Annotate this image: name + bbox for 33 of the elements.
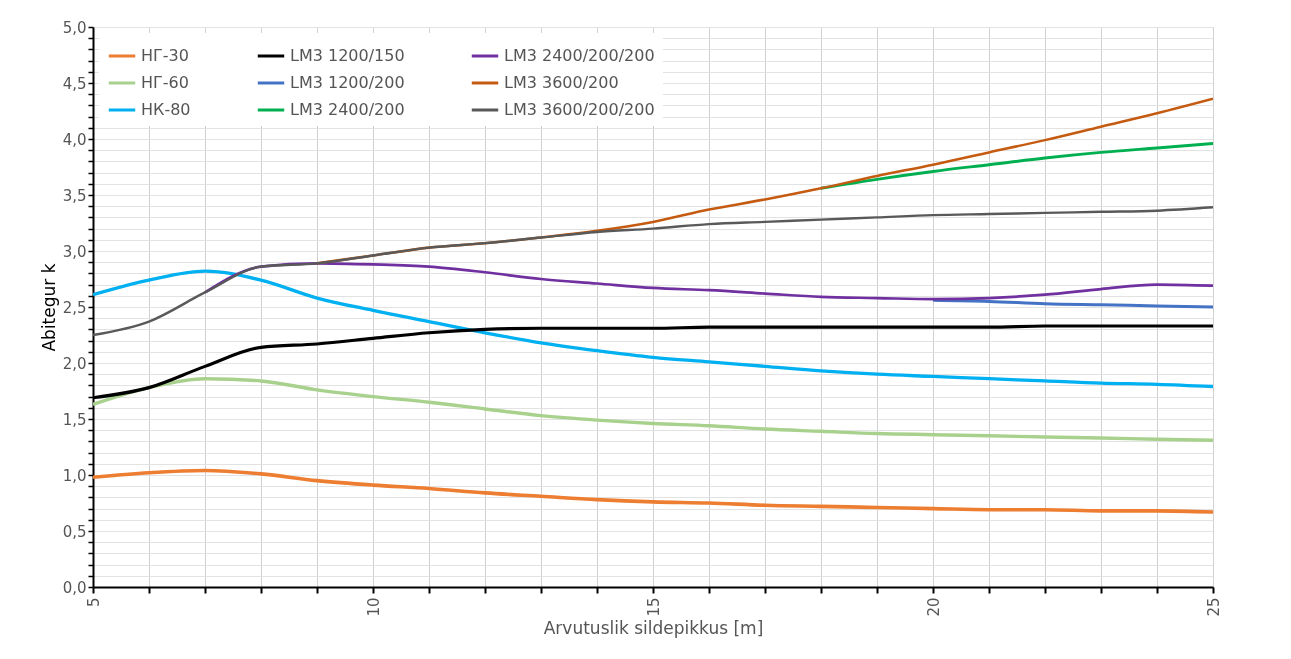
x-tick-label: 15: [644, 597, 663, 617]
x-tick-label: 20: [924, 597, 943, 617]
x-tick-label: 5: [84, 597, 103, 608]
x-tick-label: 25: [1204, 597, 1223, 617]
y-tick-label: 4,5: [62, 74, 87, 93]
line-series: [93, 206, 1213, 337]
line-series: [931, 298, 1213, 309]
y-tick-label: 2,0: [62, 354, 87, 373]
y-axis-title: Abitegur k: [38, 263, 59, 352]
line-series: [93, 376, 1213, 443]
x-axis-title: Arvutuslik sildepikkus [m]: [543, 617, 764, 638]
legend-label: LM3 1200/200: [290, 73, 405, 92]
y-tick-label: 0,5: [62, 522, 87, 541]
line-series: [93, 468, 1213, 514]
y-tick-label: 4,0: [62, 130, 87, 149]
legend-label: НК-80: [141, 100, 191, 119]
x-tick-label: 10: [364, 597, 383, 617]
y-tick-label: 2,5: [62, 298, 87, 317]
y-tick-label: 3,5: [62, 186, 87, 205]
legend-label: LM3 2400/200: [290, 100, 405, 119]
legend-label: LM3 3600/200: [504, 73, 619, 92]
legend-label: НГ-30: [141, 46, 189, 65]
legend-label: НГ-60: [141, 73, 189, 92]
line-series: [93, 269, 1213, 389]
y-tick-label: 0,0: [62, 578, 87, 597]
legend-label: LM3 2400/200/200: [504, 46, 655, 65]
y-tick-label: 3,0: [62, 242, 87, 261]
y-tick-label: 5,0: [62, 18, 87, 37]
line-series: [819, 142, 1213, 190]
y-tick-label: 1,5: [62, 410, 87, 429]
legend-label: LM3 1200/150: [290, 46, 405, 65]
y-tick-label: 1,0: [62, 466, 87, 485]
legend-label: LM3 3600/200/200: [504, 100, 655, 119]
